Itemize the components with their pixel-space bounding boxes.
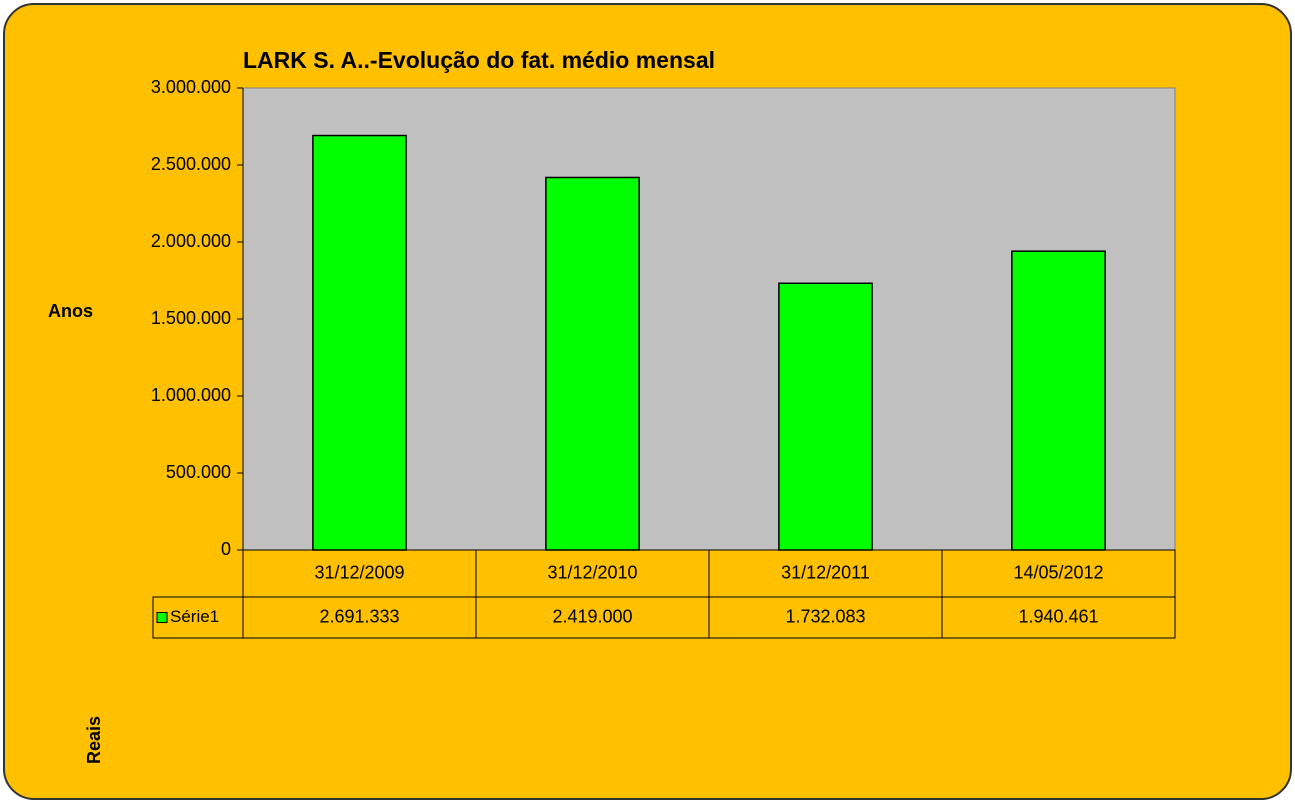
- bar: [778, 282, 873, 551]
- y-tick-label: 2.500.000: [151, 154, 231, 174]
- data-label: 2.691.333: [319, 606, 399, 626]
- y-tick-label: 2.000.000: [151, 231, 231, 251]
- data-label: 1.732.083: [785, 606, 865, 626]
- y-tick-label: 1.000.000: [151, 385, 231, 405]
- legend-key: [156, 612, 168, 623]
- bar: [545, 176, 640, 551]
- data-label: 1.940.461: [1018, 606, 1098, 626]
- x-tick-label: 14/05/2012: [1013, 562, 1103, 582]
- x-tick-label: 31/12/2010: [547, 562, 637, 582]
- x-tick-label: 31/12/2009: [314, 562, 404, 582]
- legend-label: Série1: [170, 607, 219, 626]
- y-tick-label: 500.000: [166, 462, 231, 482]
- table-row: [152, 596, 1176, 639]
- bar: [312, 134, 407, 551]
- bar: [1011, 250, 1106, 551]
- x-tick-label: 31/12/2011: [781, 562, 870, 582]
- y-axis-label: Anos: [48, 301, 93, 321]
- data-label: 2.419.000: [552, 606, 632, 626]
- y-tick-label: 3.000.000: [151, 77, 231, 97]
- x-axis-label: Reais: [84, 716, 104, 764]
- y-tick-label: 1.500.000: [151, 308, 231, 328]
- chart-title: LARK S. A..-Evolução do fat. médio mensa…: [243, 47, 715, 73]
- y-tick-label: 0: [221, 539, 231, 559]
